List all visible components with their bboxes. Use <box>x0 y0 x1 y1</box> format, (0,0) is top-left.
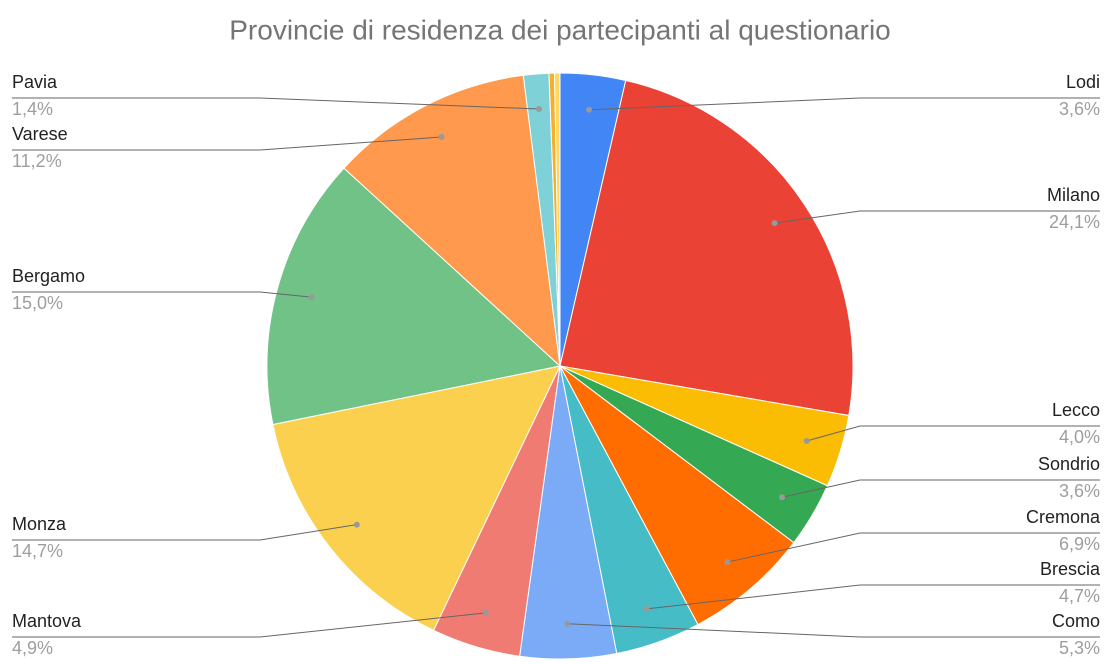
chart-title: Provincie di residenza dei partecipanti … <box>229 14 891 45</box>
slice-value-label: 3,6% <box>1059 481 1100 501</box>
leader-line <box>646 584 1100 610</box>
pie-slice <box>559 79 854 417</box>
slice-value-label: 4,0% <box>1059 427 1100 447</box>
leader-line <box>12 291 312 298</box>
slice-value-label: 6,9% <box>1059 534 1100 554</box>
leader-dot <box>643 605 650 612</box>
slice-value-label: 1,4% <box>12 99 53 119</box>
slice-label: Mantova <box>12 611 82 631</box>
slice-label: Sondrio <box>1038 454 1100 474</box>
slice-label: Pavia <box>12 72 58 92</box>
leader-line <box>806 425 1100 442</box>
slice-label: Bergamo <box>12 266 85 286</box>
slice-label: Varese <box>12 124 68 144</box>
pie-slice <box>266 167 562 426</box>
leader-dot <box>438 134 445 141</box>
slice-value-label: 3,6% <box>1059 99 1100 119</box>
slice-value-label: 14,7% <box>12 541 63 561</box>
leader-dot <box>778 494 785 501</box>
leader-dot <box>724 559 731 566</box>
slice-value-label: 15,0% <box>12 293 63 313</box>
leader-line <box>589 97 1100 111</box>
slice-label: Milano <box>1047 185 1100 205</box>
leader-line <box>781 479 1100 498</box>
slice-label: Cremona <box>1026 507 1101 527</box>
pie-slice <box>272 365 561 631</box>
leader-dot <box>771 220 778 227</box>
leader-line <box>12 136 442 151</box>
slice-value-label: 24,1% <box>1049 212 1100 232</box>
leader-line <box>567 623 1100 638</box>
leader-dot <box>308 294 315 301</box>
slice-value-label: 4,9% <box>12 638 53 658</box>
leader-line <box>12 97 539 110</box>
slice-value-label: 4,7% <box>1059 586 1100 606</box>
slice-label: Monza <box>12 514 67 534</box>
leader-dot <box>564 620 571 627</box>
slice-value-label: 11,2% <box>12 151 62 171</box>
leader-dot <box>482 609 489 616</box>
slice-value-label: 5,3% <box>1059 638 1100 658</box>
pie-slice <box>553 72 561 367</box>
leader-line <box>727 532 1100 563</box>
slice-label: Brescia <box>1040 559 1101 579</box>
leader-dot <box>586 106 593 113</box>
pie-slice <box>343 74 561 368</box>
leader-line <box>774 210 1100 224</box>
leader-line <box>12 524 357 541</box>
slice-label: Lecco <box>1052 400 1100 420</box>
slice-label: Como <box>1052 611 1100 631</box>
slice-label: Lodi <box>1066 72 1100 92</box>
leader-dot <box>535 106 542 113</box>
leader-line <box>12 612 486 638</box>
leader-dot <box>353 521 360 528</box>
leader-dot <box>803 438 810 445</box>
